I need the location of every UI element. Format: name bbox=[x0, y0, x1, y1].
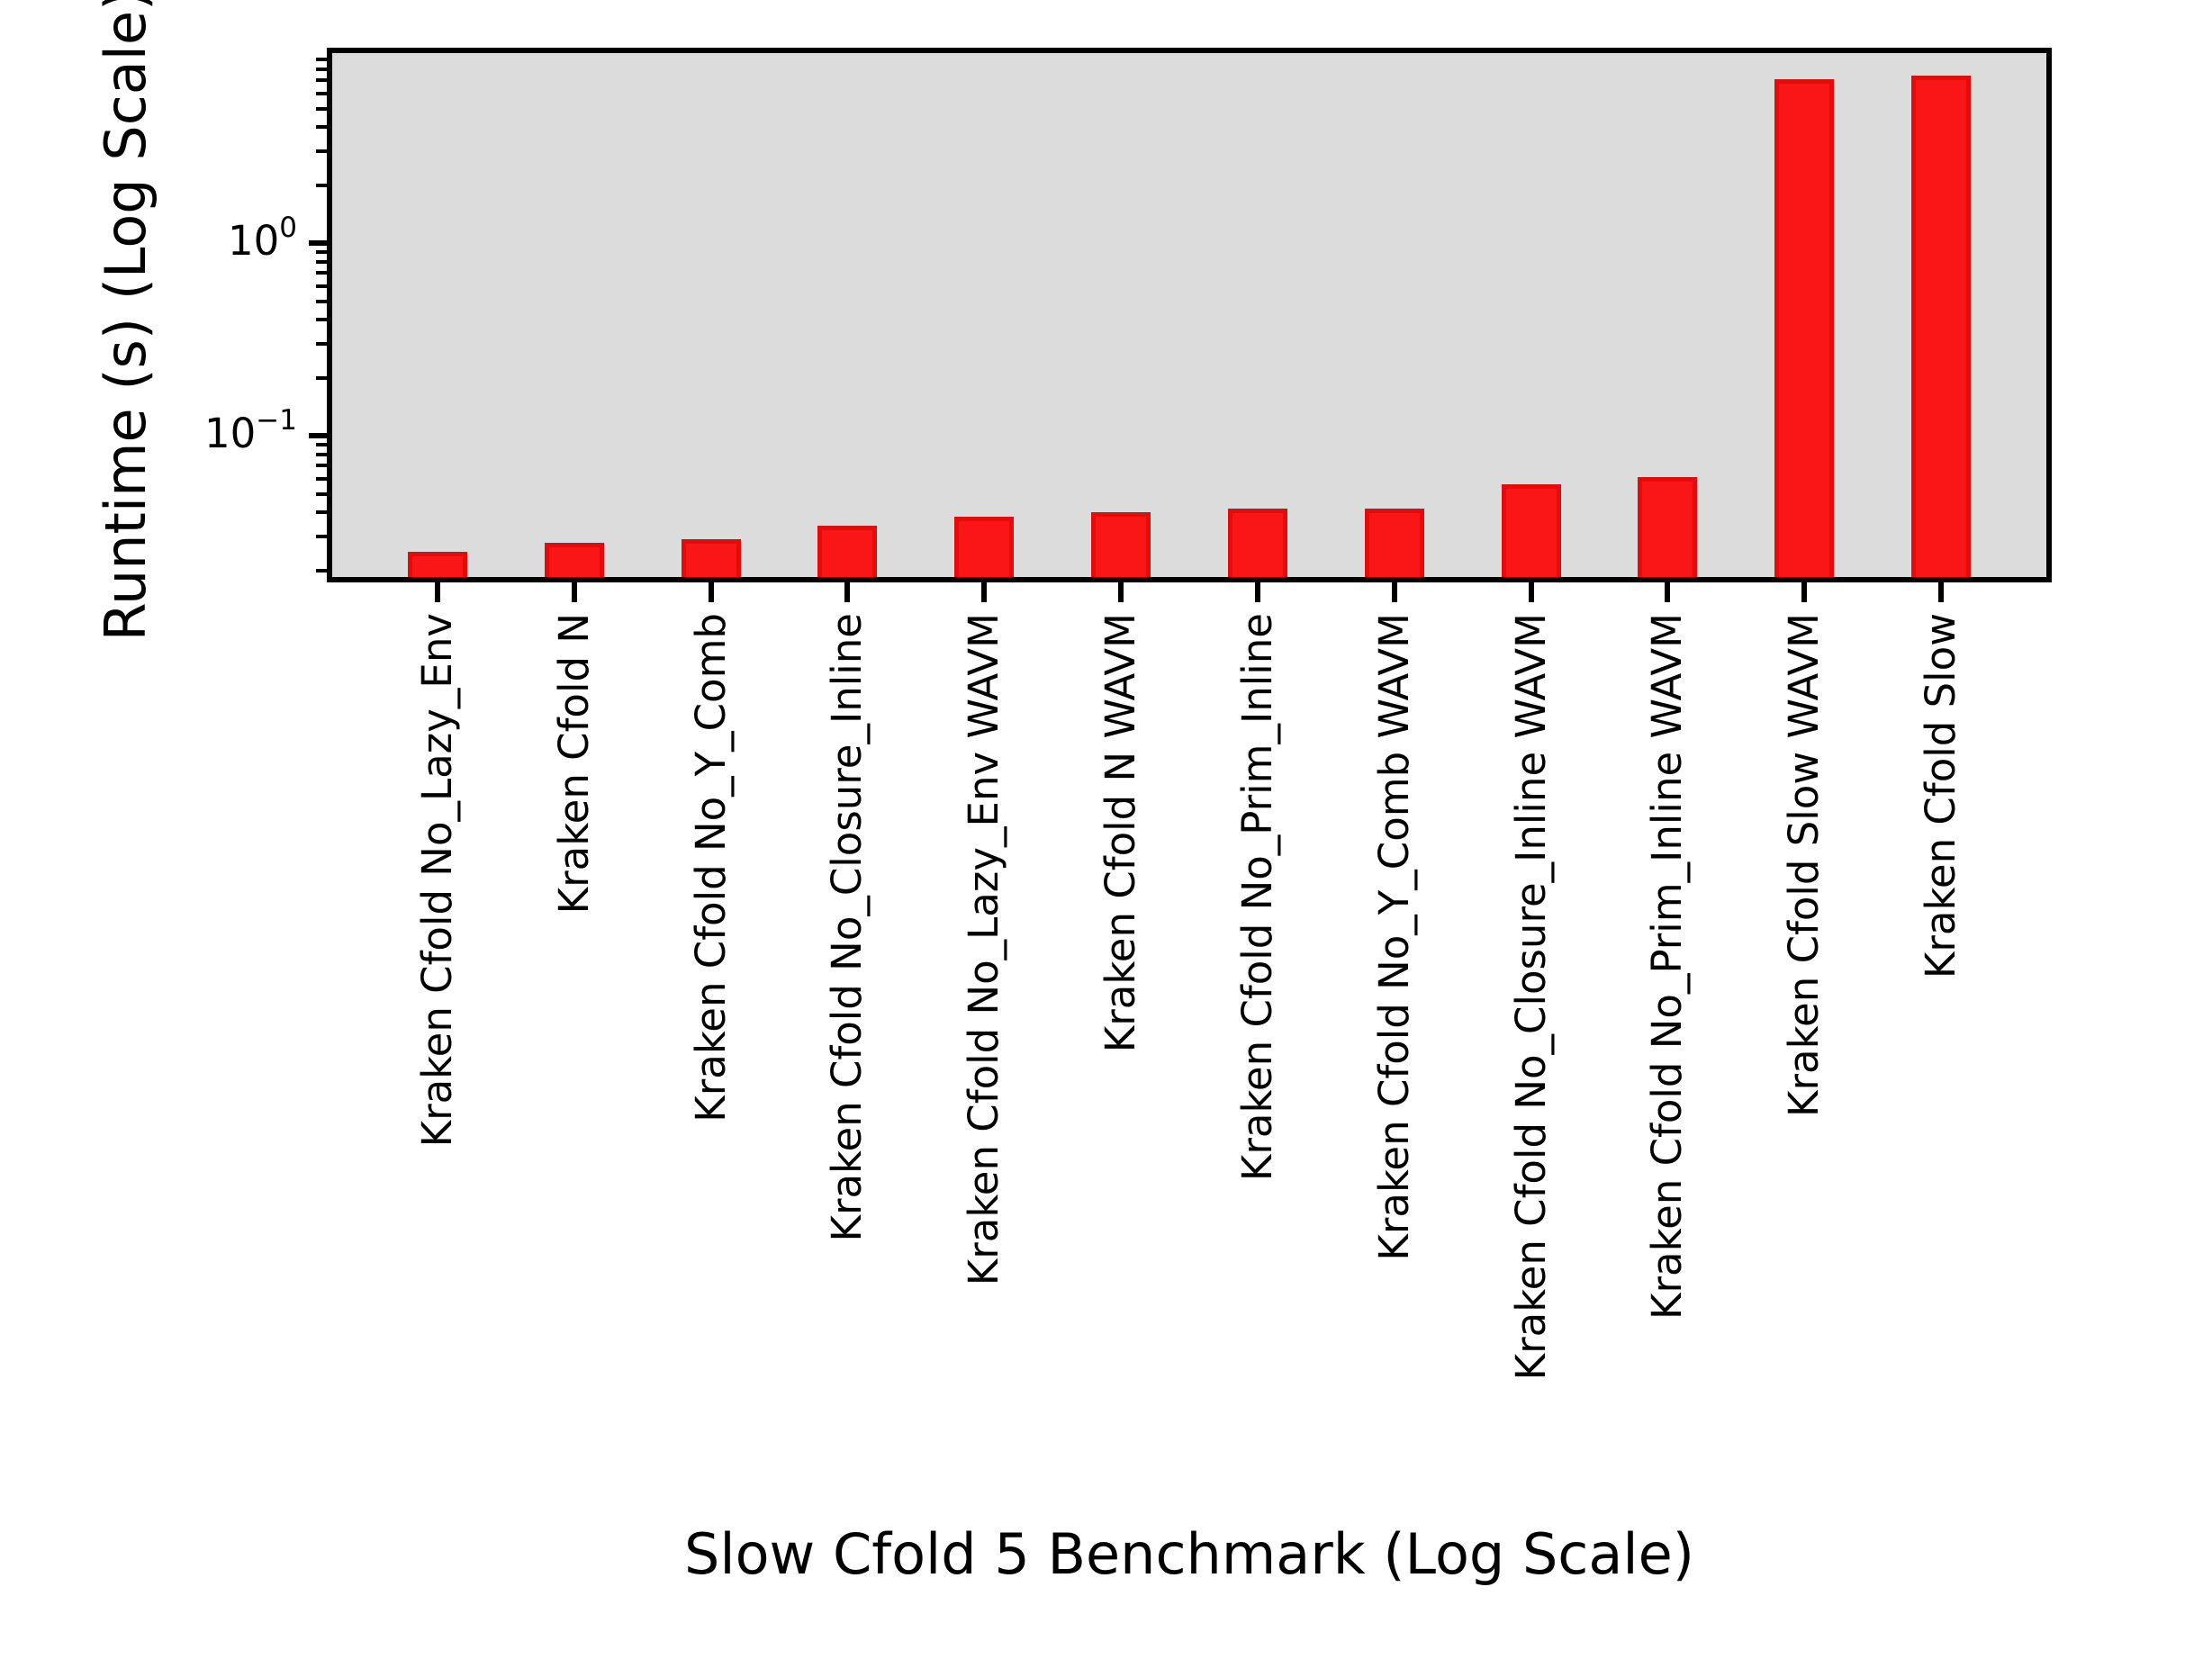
y-tick-minor bbox=[316, 510, 327, 515]
x-tick bbox=[1665, 582, 1671, 602]
y-tick-minor bbox=[316, 106, 327, 111]
plot-area bbox=[327, 48, 2052, 582]
y-tick-minor bbox=[316, 67, 327, 71]
x-tick-label-kraken-cfold-no-closure-inline: Kraken Cfold No_Closure_Inline bbox=[823, 613, 871, 1242]
x-tick bbox=[844, 582, 851, 602]
y-tick-minor bbox=[316, 78, 327, 83]
x-tick-label-kraken-cfold-slow-wavm: Kraken Cfold Slow WAVM bbox=[1780, 613, 1828, 1117]
x-tick-label-kraken-cfold-no-lazy-env: Kraken Cfold No_Lazy_Env bbox=[413, 613, 461, 1148]
bar-kraken-cfold-no-y-comb bbox=[681, 539, 741, 577]
bar-kraken-cfold-no-closure-inline bbox=[817, 526, 878, 577]
x-tick bbox=[1801, 582, 1808, 602]
y-tick-major bbox=[309, 240, 327, 247]
y-tick-minor bbox=[316, 476, 327, 481]
y-tick-minor bbox=[316, 464, 327, 468]
x-tick-label-kraken-cfold-no-prim-inline-wavm: Kraken Cfold No_Prim_Inline WAVM bbox=[1643, 613, 1692, 1320]
x-tick-label-kraken-cfold-no-y-comb: Kraken Cfold No_Y_Comb bbox=[686, 613, 735, 1123]
x-tick-label-kraken-cfold-no-closure-inline-wavm: Kraken Cfold No_Closure_Inline WAVM bbox=[1506, 613, 1555, 1381]
y-tick-minor bbox=[316, 318, 327, 322]
y-tick-label: 100 bbox=[228, 214, 297, 262]
x-tick-label-kraken-cfold-no-y-comb-wavm: Kraken Cfold No_Y_Comb WAVM bbox=[1369, 613, 1418, 1261]
bar-kraken-cfold-no-prim-inline bbox=[1227, 508, 1287, 577]
y-tick-label: 10−1 bbox=[204, 407, 297, 458]
y-tick-minor bbox=[316, 568, 327, 573]
x-tick bbox=[571, 582, 577, 602]
x-tick-label-kraken-cfold-no-lazy-env-wavm: Kraken Cfold No_Lazy_Env WAVM bbox=[960, 613, 1008, 1286]
bar-kraken-cfold-no-lazy-env bbox=[408, 552, 467, 577]
y-tick-minor bbox=[316, 375, 327, 380]
bar-kraken-cfold-n bbox=[544, 542, 604, 577]
x-tick-label-kraken-cfold-n-wavm: Kraken Cfold N WAVM bbox=[1097, 613, 1145, 1053]
y-tick-label-base: 10 bbox=[228, 217, 280, 266]
x-tick bbox=[1254, 582, 1260, 602]
bar-kraken-cfold-no-y-comb-wavm bbox=[1364, 508, 1424, 577]
y-tick-major bbox=[309, 433, 327, 439]
y-tick-minor bbox=[316, 491, 327, 496]
bar-kraken-cfold-no-lazy-env-wavm bbox=[954, 517, 1015, 577]
x-tick-label-kraken-cfold-n: Kraken Cfold N bbox=[549, 613, 598, 915]
x-tick-label-kraken-cfold-no-prim-inline: Kraken Cfold No_Prim_Inline bbox=[1232, 613, 1281, 1182]
x-tick bbox=[1528, 582, 1534, 602]
y-tick-minor bbox=[316, 442, 327, 446]
y-tick-minor bbox=[316, 249, 327, 254]
y-tick-minor bbox=[316, 271, 327, 275]
y-tick-minor bbox=[316, 452, 327, 456]
x-axis-title: Slow Cfold 5 Benchmark (Log Scale) bbox=[684, 1521, 1694, 1587]
bar-kraken-cfold-no-closure-inline-wavm bbox=[1501, 484, 1561, 577]
y-tick-minor bbox=[316, 57, 327, 61]
y-tick-label-exponent: −1 bbox=[256, 404, 297, 437]
x-tick bbox=[708, 582, 714, 602]
y-tick-minor bbox=[316, 149, 327, 154]
y-tick-label-exponent: 0 bbox=[279, 212, 297, 245]
bar-kraken-cfold-n-wavm bbox=[1091, 512, 1151, 577]
x-tick bbox=[435, 582, 440, 602]
y-tick-label-base: 10 bbox=[204, 410, 257, 458]
y-tick-minor bbox=[316, 91, 327, 95]
x-tick bbox=[1391, 582, 1397, 602]
bar-kraken-cfold-slow-wavm bbox=[1774, 79, 1835, 577]
y-axis-title: Runtime (s) (Log Scale) bbox=[93, 0, 158, 642]
bar-kraken-cfold-slow bbox=[1911, 76, 1971, 577]
y-tick-minor bbox=[316, 125, 327, 130]
x-tick bbox=[1938, 582, 1944, 602]
x-tick-label-kraken-cfold-slow: Kraken Cfold Slow bbox=[1917, 613, 1964, 979]
bar-kraken-cfold-no-prim-inline-wavm bbox=[1638, 477, 1698, 577]
y-tick-minor bbox=[316, 535, 327, 539]
x-tick bbox=[1118, 582, 1124, 602]
x-tick bbox=[981, 582, 988, 602]
y-tick-minor bbox=[316, 284, 327, 288]
y-tick-minor bbox=[316, 299, 327, 303]
y-tick-minor bbox=[316, 259, 327, 264]
y-tick-minor bbox=[316, 183, 327, 187]
y-tick-minor bbox=[316, 342, 327, 347]
